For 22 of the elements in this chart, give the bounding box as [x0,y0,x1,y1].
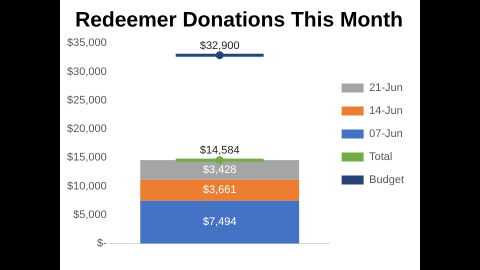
data-label: $7,494 [202,216,237,228]
bar [140,180,300,201]
legend-label: 07-Jun [369,128,403,140]
bar [140,160,300,180]
y-tick-label: $30,000 [66,66,107,78]
y-tick-label: $5,000 [73,209,107,222]
bar [140,200,300,244]
data-label: $3,661 [202,184,237,196]
data-label: $32,900 [200,40,240,52]
y-tick-label: $20,000 [66,123,107,136]
chart-title: Redeemer Donations This Month [75,8,403,32]
legend-label: 21-Jun [369,82,403,94]
y-tick-label: $- [96,238,108,250]
y-tick-label: $10,000 [66,180,107,192]
data-label: $14,584 [200,144,240,157]
legend-label: Budget [369,174,404,186]
legend-label: Total [369,151,392,164]
y-tick-label: $25,000 [66,94,107,106]
y-tick-label: $35,000 [66,37,107,50]
legend-label: 14-Jun [369,105,403,118]
y-tick-label: $15,000 [66,152,107,164]
data-label: $3,428 [202,164,237,176]
